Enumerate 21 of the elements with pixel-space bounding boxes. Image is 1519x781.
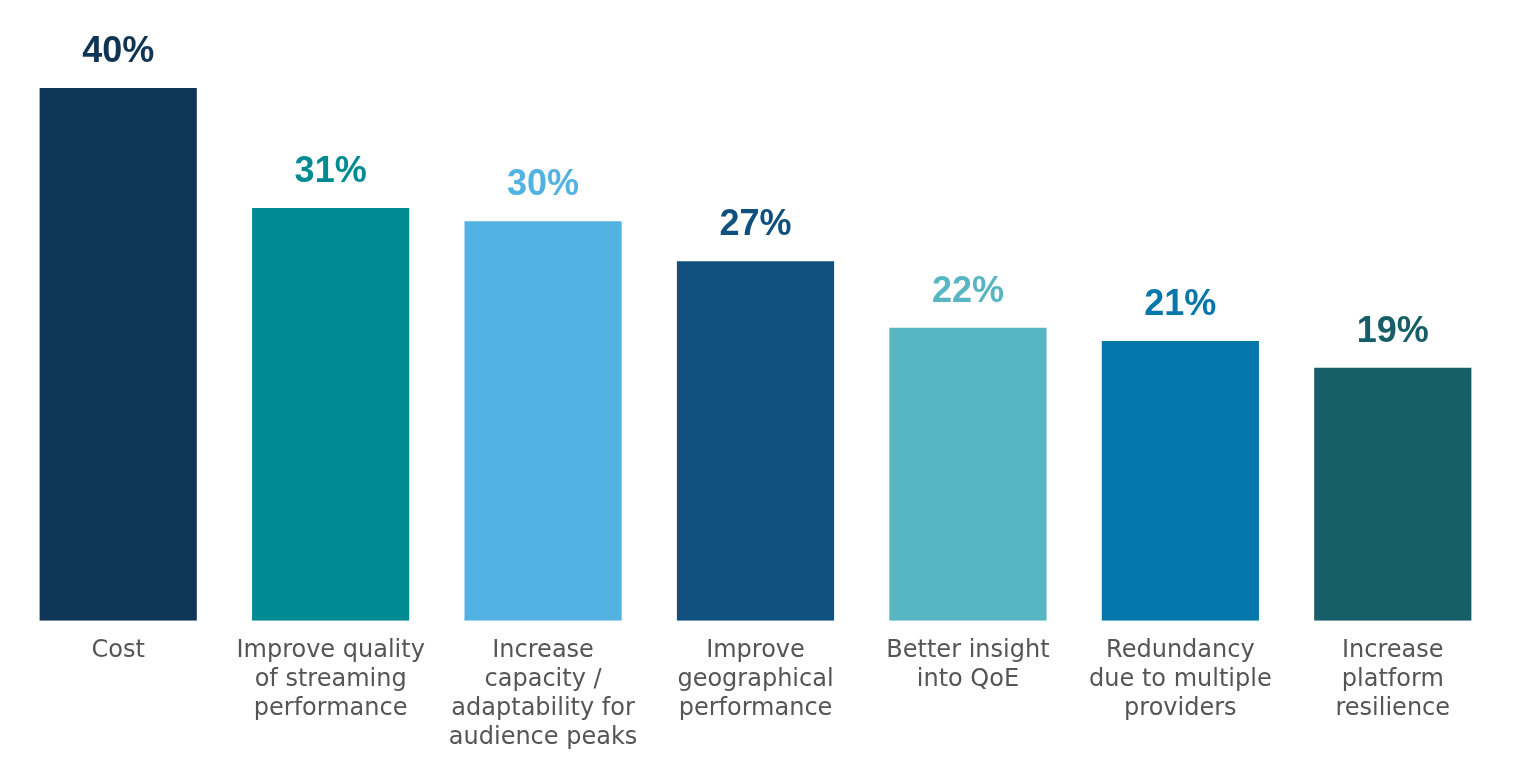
- bar: [676, 261, 835, 621]
- x-tick-label: Improve geographical performance: [677, 635, 834, 722]
- bar: [464, 221, 622, 621]
- data-label: 40%: [82, 28, 155, 70]
- bar: [252, 207, 410, 621]
- x-tick-label: Cost: [91, 635, 145, 664]
- x-tick-label: Redundancy due to multiple providers: [1089, 635, 1272, 722]
- data-label: 30%: [507, 162, 580, 204]
- x-tick-label: Improve quality of streaming performance: [236, 635, 425, 722]
- x-tick-label: Better insight into QoE: [886, 635, 1050, 693]
- bar: [889, 327, 1047, 621]
- data-label: 31%: [294, 148, 367, 190]
- bar: [1101, 341, 1259, 621]
- data-label: 27%: [719, 202, 792, 244]
- bar: [1314, 367, 1472, 621]
- data-label: 19%: [1356, 308, 1429, 350]
- data-label: 22%: [931, 268, 1004, 310]
- data-label: 21%: [1144, 282, 1217, 323]
- x-tick-label: Increase platform resilience: [1335, 635, 1451, 722]
- bar: [39, 88, 197, 621]
- x-tick-label: Increase capacity / adaptability for audience peaks: [448, 635, 638, 750]
